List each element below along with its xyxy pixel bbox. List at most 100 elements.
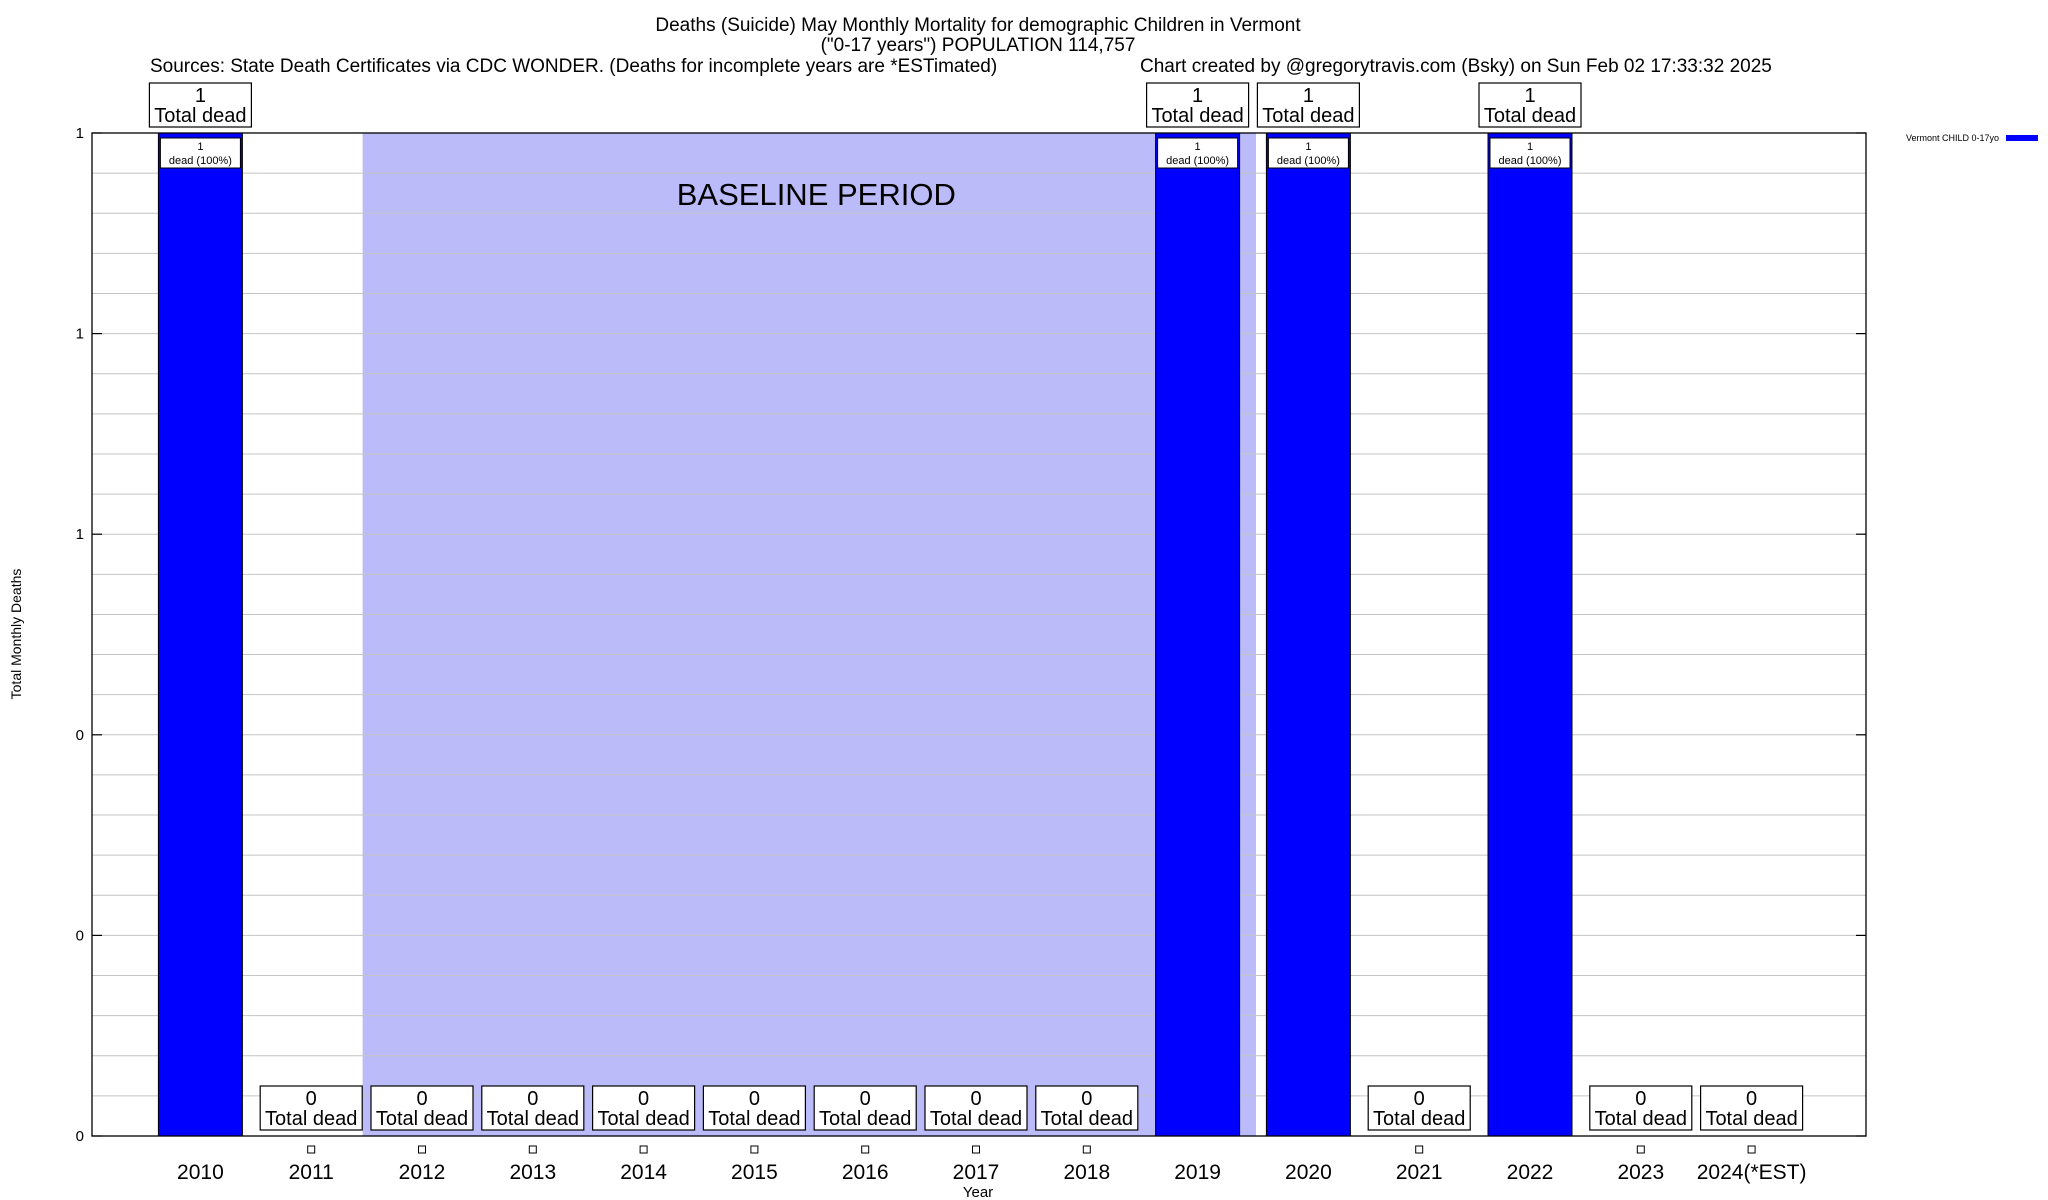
y-tick-label: 0: [76, 927, 84, 944]
baseline-label: BASELINE PERIOD: [677, 177, 956, 212]
total-value: 1: [1303, 85, 1314, 107]
sources-note: Sources: State Death Certificates via CD…: [150, 56, 997, 77]
total-label-box: [924, 1085, 1028, 1131]
x-tick-label: 2018: [1063, 1161, 1110, 1184]
bars-layer: [157, 132, 1756, 1154]
total-text: Total dead: [1262, 105, 1354, 127]
total-value: 0: [970, 1088, 981, 1110]
total-label-box: [1145, 82, 1250, 128]
total-label-box: [1478, 82, 1582, 128]
bar-inner-value: 1: [1527, 141, 1533, 153]
bar-inner-label-box: [159, 137, 241, 169]
total-text: Total dead: [819, 1108, 911, 1130]
chart-title-line1: Deaths (Suicide) May Monthly Mortality f…: [655, 15, 1301, 36]
total-label-box: [481, 1085, 585, 1131]
x-tick-label: 2023: [1617, 1161, 1664, 1184]
bar-inner-text: dead (100%): [1277, 155, 1340, 167]
total-value: 0: [527, 1088, 538, 1110]
y-tick-label: 1: [76, 326, 84, 343]
x-tick-label: 2021: [1396, 1161, 1443, 1184]
zero-marker: [1747, 1145, 1756, 1154]
total-text: Total dead: [1705, 1108, 1797, 1130]
total-value: 0: [749, 1088, 760, 1110]
zero-marker: [750, 1145, 759, 1154]
bar-inner-label-box: [1157, 137, 1239, 169]
bar-inner-value: 1: [1305, 141, 1311, 153]
x-tick-label: 2015: [731, 1161, 778, 1184]
total-label-box: [259, 1085, 363, 1131]
total-label-box: [148, 82, 252, 128]
total-text: Total dead: [487, 1108, 579, 1130]
total-label-box: [370, 1085, 474, 1131]
zero-marker: [1636, 1145, 1645, 1154]
total-text: Total dead: [1595, 1108, 1687, 1130]
bar-inner-text: dead (100%): [1499, 155, 1562, 167]
total-value: 1: [195, 85, 206, 107]
legend-swatch: [2006, 135, 2038, 141]
chart-credit: Chart created by @gregorytravis.com (Bsk…: [1140, 56, 1772, 77]
total-text: Total dead: [1041, 1108, 1133, 1130]
zero-marker: [639, 1145, 648, 1154]
bar-inner-value: 1: [197, 141, 203, 153]
y-axis-label: Total Monthly Deaths: [8, 569, 24, 700]
bar-inner-label-box: [1489, 137, 1571, 169]
bar-inner-text: dead (100%): [169, 155, 232, 167]
bar-inner-label-box: [1267, 137, 1349, 169]
x-tick-label: 2016: [842, 1161, 889, 1184]
y-axis: 0 0 0 1 1 1: [76, 125, 1866, 1145]
total-value: 0: [1746, 1088, 1757, 1110]
total-text: Total dead: [376, 1108, 468, 1130]
zero-marker: [307, 1145, 316, 1154]
x-tick-label: 2017: [953, 1161, 1000, 1184]
zero-marker: [528, 1145, 537, 1154]
x-tick-label: 2024(*EST): [1697, 1161, 1807, 1184]
x-tick-label: 2022: [1507, 1161, 1554, 1184]
bar: [1265, 132, 1351, 1137]
total-label-box: [1256, 82, 1361, 128]
total-value: 0: [860, 1088, 871, 1110]
x-tick-label: 2014: [620, 1161, 667, 1184]
bar: [157, 132, 243, 1137]
total-label-box: [1367, 1085, 1471, 1131]
total-value: 1: [1524, 85, 1535, 107]
x-tick-label: 2011: [289, 1161, 334, 1184]
y-tick-label: 1: [76, 526, 84, 543]
total-text: Total dead: [597, 1108, 689, 1130]
x-tick-label: 2012: [399, 1161, 446, 1184]
total-text: Total dead: [1484, 105, 1576, 127]
baseline-region: [362, 133, 1257, 1136]
zero-marker: [1415, 1145, 1424, 1154]
total-label-box: [1589, 1085, 1693, 1131]
zero-marker: [861, 1145, 870, 1154]
total-value: 0: [306, 1088, 317, 1110]
total-label-box: [591, 1085, 696, 1131]
bar-inner-label: 1 dead (100%): [1489, 137, 1571, 169]
total-value: 1: [1192, 85, 1203, 107]
total-text: Total dead: [1373, 1108, 1465, 1130]
y-tick-label: 0: [76, 727, 84, 744]
x-tick-label: 2020: [1285, 1161, 1332, 1184]
total-value: 0: [638, 1088, 649, 1110]
zero-marker: [1082, 1145, 1091, 1154]
total-value: 0: [1081, 1088, 1092, 1110]
total-label-box: [1035, 1085, 1139, 1131]
bar-inner-label: 1 dead (100%): [159, 137, 241, 169]
total-value: 0: [416, 1088, 427, 1110]
x-axis: 2010 2011 2012 2013 2014 2015 2016 2017 2018 2019…: [177, 1161, 1806, 1184]
bar-inner-label: 1 dead (100%): [1157, 137, 1239, 169]
bar-inner-text: dead (100%): [1166, 155, 1229, 167]
